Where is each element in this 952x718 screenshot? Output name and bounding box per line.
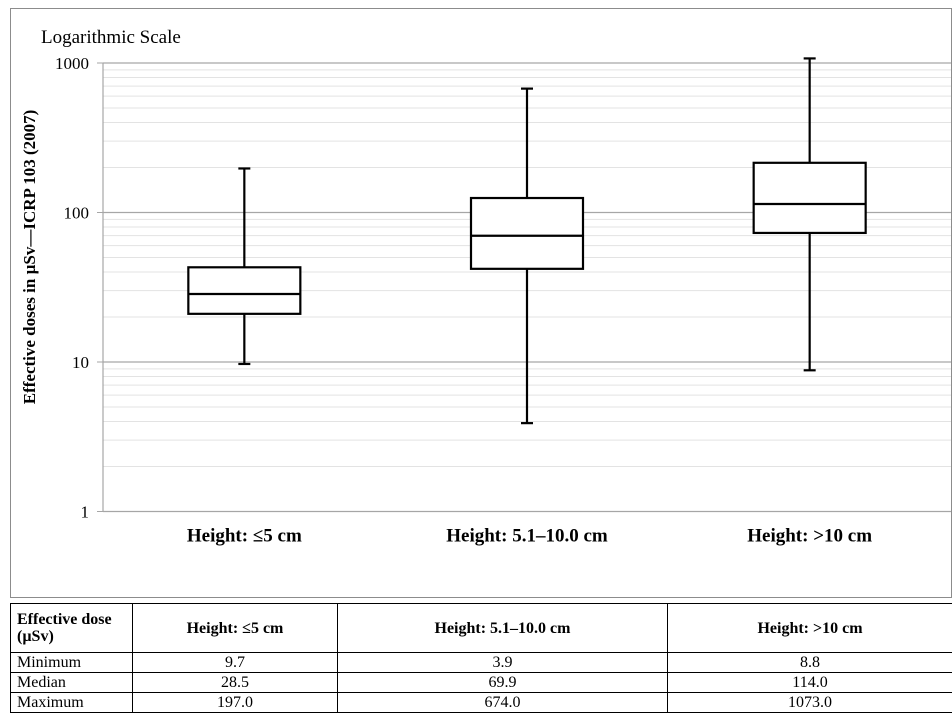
scale-annotation: Logarithmic Scale (41, 27, 181, 48)
iqr-box (469, 196, 585, 270)
table-header-row: Effective dose (µSv) Height: ≤5 cm Heigh… (10, 603, 952, 653)
axis-layer: 1 10 100 1000 Height: ≤5 cm Height: 5.1–10.0 … (55, 54, 872, 547)
boxplot-chart: 1 10 100 1000 Height: ≤5 cm Height: 5.1–10.0 … (20, 27, 951, 547)
table-row: Median 28.5 69.9 114.0 (10, 672, 952, 693)
table-cell: 674.0 (337, 692, 668, 713)
box-2 (469, 87, 585, 425)
row-label: Maximum (10, 692, 133, 713)
table-cell: 114.0 (667, 672, 952, 693)
table-cell: 1073.0 (667, 692, 952, 713)
chart-frame: 1 10 100 1000 Height: ≤5 cm Height: 5.1–10.0 … (10, 8, 952, 598)
iqr-box (187, 266, 302, 315)
y-tick-label: 1 (81, 503, 90, 522)
row-label: Median (10, 672, 133, 693)
box-1 (187, 167, 302, 366)
table-header-cell: Height: >10 cm (667, 603, 952, 653)
stats-table: Effective dose (µSv) Height: ≤5 cm Heigh… (10, 603, 952, 713)
table-row: Minimum 9.7 3.9 8.8 (10, 652, 952, 673)
table-cell: 8.8 (667, 652, 952, 673)
table-cell: 9.7 (132, 652, 338, 673)
row-label: Minimum (10, 652, 133, 673)
table-cell: 28.5 (132, 672, 338, 693)
y-tick-label: 10 (72, 353, 89, 372)
iqr-box (752, 161, 867, 235)
box-3 (752, 57, 867, 372)
y-tick-label: 100 (64, 204, 90, 223)
table-header-cell: Height: ≤5 cm (132, 603, 338, 653)
box-layer (187, 57, 867, 425)
table-corner-label: Effective dose (µSv) (10, 603, 133, 653)
x-category-label: Height: ≤5 cm (187, 526, 302, 547)
y-tick-label: 1000 (55, 54, 89, 73)
y-axis-label: Effective doses in µSv—ICRP 103 (2007) (20, 110, 39, 405)
x-category-label: Height: 5.1–10.0 cm (446, 526, 608, 547)
table-cell: 69.9 (337, 672, 668, 693)
x-category-label: Height: >10 cm (747, 526, 872, 547)
table-cell: 197.0 (132, 692, 338, 713)
table-row: Maximum 197.0 674.0 1073.0 (10, 692, 952, 713)
table-header-cell: Height: 5.1–10.0 cm (337, 603, 668, 653)
table-cell: 3.9 (337, 652, 668, 673)
